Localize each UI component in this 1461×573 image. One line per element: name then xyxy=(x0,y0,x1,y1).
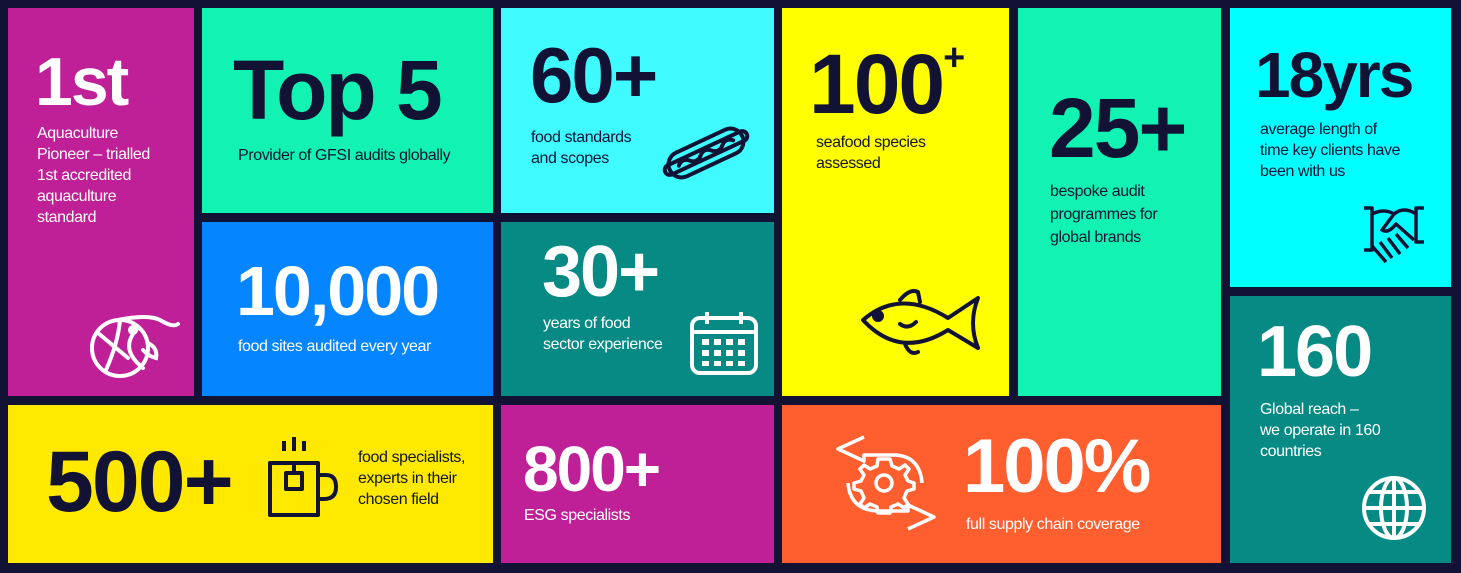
stat-description: Provider of GFSI audits globally xyxy=(238,147,451,164)
tile-coverage: 100% full supply chain coverage xyxy=(782,405,1221,563)
stat-description: seafood species assessed xyxy=(816,134,926,172)
hotdog-icon xyxy=(662,126,750,180)
tile-reach: 160 Global reach – we operate in 160 cou… xyxy=(1230,296,1451,563)
stat-value: 160 xyxy=(1257,312,1373,392)
tile-standards: 60+ food standards and scopes xyxy=(501,8,774,213)
stat-description: average length of time key clients have … xyxy=(1260,121,1401,180)
fish-icon xyxy=(861,289,980,355)
tile-years: 30+ years of food sector experience xyxy=(501,222,774,396)
stat-value: 60+ xyxy=(530,31,658,119)
stat-description: years of food sector experience xyxy=(543,315,663,353)
stat-description: Global reach – we operate in 160 countri… xyxy=(1260,401,1381,460)
tile-top5: Top 5 Provider of GFSI audits globally xyxy=(202,8,493,213)
stat-number: 100 xyxy=(809,37,945,131)
tile-first: 1st Aquaculture Pioneer – trialled 1st a… xyxy=(8,8,194,396)
stat-description: food sites audited every year xyxy=(238,338,431,355)
stat-value: 800+ xyxy=(523,433,661,505)
stat-description: bespoke audit programmes for global bran… xyxy=(1050,183,1158,246)
stat-description: ESG specialists xyxy=(524,507,631,524)
gear-cycle-icon xyxy=(836,435,936,531)
tile-clients: 18yrs average length of time key clients… xyxy=(1230,8,1451,287)
tile-sites: 10,000 food sites audited every year xyxy=(202,222,493,396)
stat-description: Aquaculture Pioneer – trialled 1st accre… xyxy=(37,125,150,226)
globe-icon xyxy=(1362,476,1426,540)
stat-description: food specialists, experts in their chose… xyxy=(358,449,466,508)
stat-suffix: + xyxy=(943,37,965,79)
tile-specialists: 500+ food specialists, experts in their … xyxy=(8,405,493,563)
tile-bespoke: 25+ bespoke audit programmes for global … xyxy=(1018,8,1221,396)
stat-value: 500+ xyxy=(46,434,234,530)
stat-description: full supply chain coverage xyxy=(966,516,1140,533)
stat-description: food standards and scopes xyxy=(531,129,632,167)
stat-value: 100+ xyxy=(809,39,965,126)
mug-icon xyxy=(268,437,338,517)
stat-value: Top 5 xyxy=(233,43,443,137)
shrimp-icon xyxy=(90,315,180,378)
calendar-icon xyxy=(690,312,758,375)
stat-value: 10,000 xyxy=(236,252,440,330)
stat-value: 1st xyxy=(35,44,129,120)
tile-species: 100+ seafood species assessed xyxy=(782,8,1009,396)
stat-value: 100% xyxy=(963,424,1151,509)
tile-esg: 800+ ESG specialists xyxy=(501,405,774,563)
stat-value: 30+ xyxy=(542,232,660,312)
handshake-icon xyxy=(1364,206,1424,264)
stat-value: 25+ xyxy=(1049,81,1187,175)
stat-value: 18yrs xyxy=(1255,39,1414,111)
